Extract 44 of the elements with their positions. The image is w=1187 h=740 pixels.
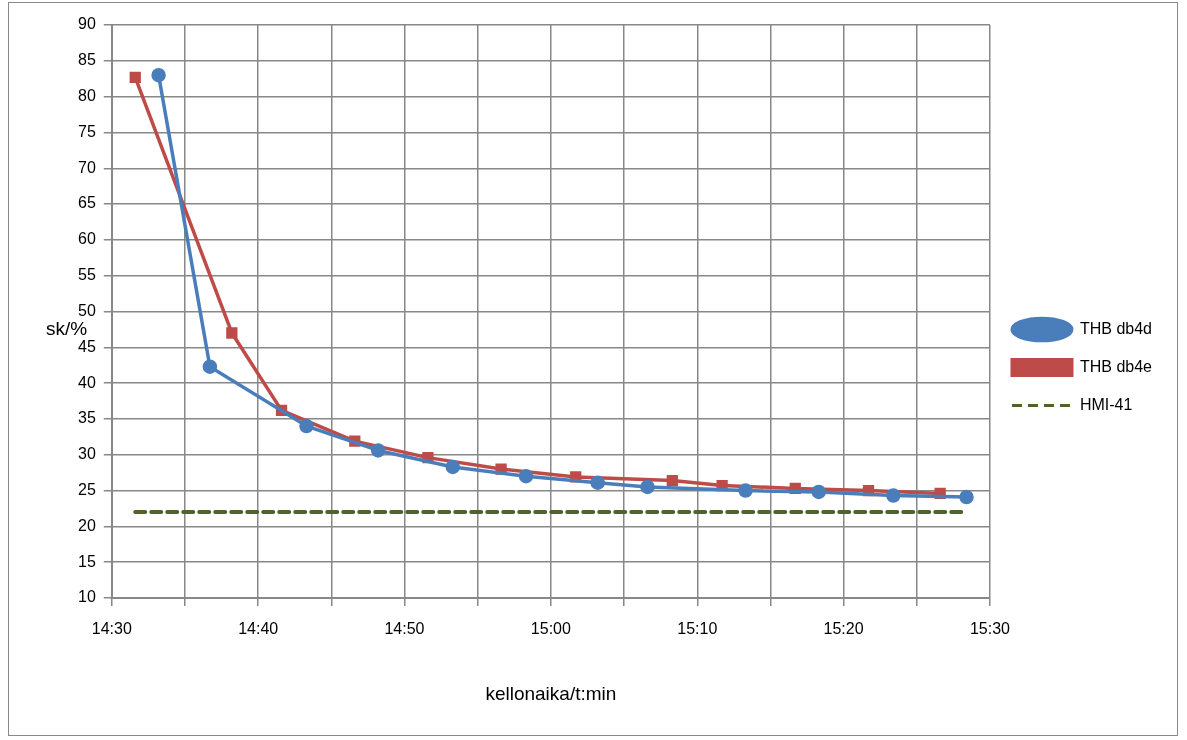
y-tick-label: 90: [78, 15, 96, 33]
y-tick-label: 85: [78, 51, 96, 69]
x-tick-label: 15:30: [969, 620, 1011, 638]
y-tick-label: 65: [78, 194, 96, 212]
point: [129, 71, 141, 83]
point: [590, 475, 605, 490]
point: [738, 483, 753, 498]
legend-label: THB db4e: [1079, 357, 1153, 375]
y-tick-label: 10: [78, 588, 96, 606]
point: [299, 418, 314, 434]
y-tick-label: 75: [78, 122, 96, 140]
y-tick-label: 80: [78, 87, 96, 105]
x-tick-label: 14:30: [91, 620, 132, 638]
legend-label: THB db4d: [1079, 319, 1153, 337]
legend-label: HMI-41: [1079, 395, 1133, 413]
y-tick-label: 25: [78, 480, 96, 498]
point: [886, 488, 901, 503]
y-tick-label: 55: [78, 266, 96, 284]
point: [445, 459, 461, 475]
point: [151, 67, 166, 83]
x-tick-label: 15:00: [530, 620, 571, 638]
y-tick-label: 35: [78, 409, 96, 427]
y-tick-label: 20: [78, 516, 96, 534]
point: [959, 489, 974, 505]
x-tick-label: 14:50: [384, 620, 425, 638]
point: [518, 468, 534, 484]
y-tick-label: 45: [78, 337, 96, 355]
y-tick-label: 15: [78, 552, 96, 570]
y-tick-label: 70: [78, 158, 96, 176]
point: [202, 359, 218, 374]
point: [226, 327, 238, 339]
y-tick-label: 30: [78, 445, 96, 463]
x-axis-title: kellonaika/t:min: [485, 682, 617, 704]
y-tick-label: 40: [78, 373, 96, 391]
y-tick-label: 50: [78, 301, 96, 319]
point: [640, 479, 655, 495]
y-tick-label: 60: [78, 230, 96, 248]
x-tick-label: 15:10: [677, 620, 718, 638]
x-tick-label: 14:40: [238, 620, 279, 638]
point: [370, 443, 386, 458]
point: [811, 484, 826, 500]
y-axis-title: sk/%: [46, 318, 88, 340]
point: [666, 474, 678, 487]
x-tick-label: 15:20: [823, 620, 864, 638]
